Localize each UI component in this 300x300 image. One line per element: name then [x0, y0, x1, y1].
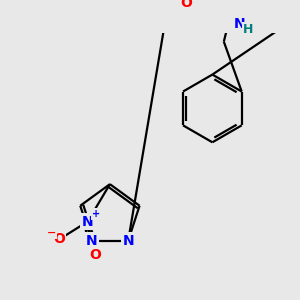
Text: H: H: [243, 23, 254, 36]
Text: N: N: [234, 17, 245, 31]
Text: O: O: [53, 232, 65, 246]
Text: N: N: [82, 214, 93, 229]
Text: O: O: [180, 0, 192, 10]
Text: N: N: [86, 234, 98, 248]
Text: +: +: [92, 208, 100, 219]
Text: −: −: [46, 228, 56, 238]
Text: O: O: [89, 248, 101, 262]
Text: N: N: [122, 234, 134, 248]
